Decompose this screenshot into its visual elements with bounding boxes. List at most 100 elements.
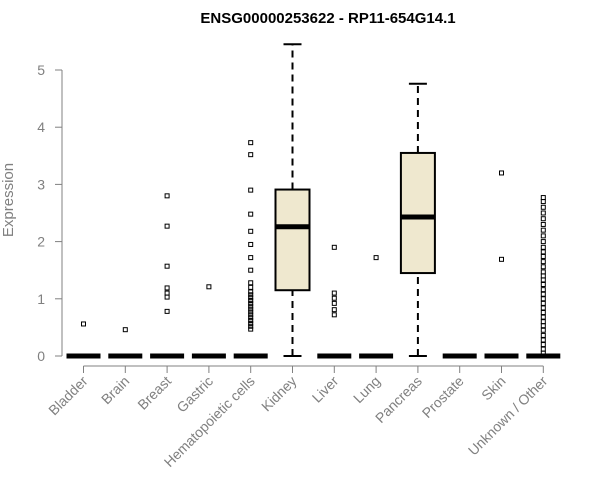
chart-title: ENSG00000253622 - RP11-654G14.1 [200, 10, 455, 27]
outlier-point [540, 199, 546, 205]
outlier-point [164, 308, 170, 314]
x-tick-label: Lung [350, 373, 383, 406]
outlier-point [540, 277, 546, 283]
outlier-point [540, 216, 546, 222]
outlier-point [540, 346, 546, 352]
outlier-point [540, 210, 546, 216]
outlier-point [248, 228, 254, 234]
outlier-point [248, 292, 254, 298]
box-iqr [274, 188, 311, 292]
outlier-point [248, 326, 254, 332]
x-tick-label: Bladder [45, 373, 91, 419]
outlier-point [248, 320, 254, 326]
outlier-point [248, 295, 254, 301]
outlier-point [248, 300, 254, 306]
outlier-point [81, 321, 86, 327]
outlier-point [331, 244, 337, 250]
outlier-point [331, 300, 337, 306]
y-tick-label: 3 [37, 176, 45, 192]
box-group [484, 170, 519, 359]
outlier-point [248, 255, 254, 261]
outlier-point [540, 337, 546, 343]
outlier-point [540, 332, 546, 338]
outlier-point [540, 300, 546, 306]
outlier-point [248, 315, 254, 321]
outlier-point [540, 195, 546, 201]
outlier-point [122, 327, 128, 333]
outlier-point [540, 319, 546, 325]
x-tick-label: Prostate [419, 373, 467, 421]
outlier-point [164, 285, 170, 291]
outlier-point [248, 298, 254, 304]
outlier-point [540, 233, 546, 239]
outlier-point [248, 211, 254, 217]
x-tick-label: Kidney [258, 373, 300, 415]
outlier-point [248, 318, 254, 324]
outlier-point [540, 227, 546, 233]
box-group [66, 321, 101, 359]
x-tick-label: Skin [478, 373, 509, 404]
box-group [233, 140, 268, 359]
box-group [150, 193, 185, 359]
outlier-point [331, 295, 337, 301]
outlier-point [540, 249, 546, 255]
outlier-point [164, 223, 170, 229]
y-tick-label: 4 [37, 119, 45, 135]
outlier-point [331, 307, 337, 313]
x-tick-label: Breast [134, 373, 174, 413]
y-axis: 0 1 2 3 4 5 [37, 62, 63, 364]
outlier-point [540, 253, 546, 259]
box-group [526, 195, 561, 359]
outlier-point [164, 193, 170, 199]
box-group [399, 82, 436, 357]
outlier-point [540, 273, 546, 279]
y-tick-label: 5 [37, 62, 45, 78]
outlier-point [540, 259, 546, 265]
outlier-point [373, 255, 379, 261]
outlier-point [248, 306, 254, 312]
outlier-point [499, 256, 504, 262]
y-tick-label: 0 [37, 348, 45, 364]
outlier-point [540, 296, 546, 302]
outlier-point [540, 204, 546, 210]
outlier-point [540, 282, 546, 287]
outlier-point [540, 244, 546, 250]
outlier-point [164, 263, 170, 269]
box-iqr [399, 151, 436, 275]
box-group [317, 244, 352, 359]
outlier-point [540, 305, 546, 311]
box-group [191, 284, 226, 359]
x-tick-label: Brain [98, 373, 132, 407]
outlier-point [248, 280, 254, 286]
outlier-point [540, 323, 546, 329]
x-tick-label: Unknown / Other [465, 373, 551, 459]
outlier-point [540, 287, 546, 293]
y-tick-label: 2 [37, 234, 45, 250]
outlier-point [331, 312, 337, 318]
outlier-point [540, 239, 546, 245]
outlier-point [248, 323, 254, 329]
outlier-point [331, 290, 337, 296]
outlier-point [248, 140, 254, 146]
outlier-point [540, 291, 546, 297]
outlier-point [540, 269, 546, 275]
outlier-point [248, 152, 254, 158]
outlier-point [540, 342, 546, 348]
outlier-point [499, 170, 504, 176]
box-group [108, 327, 143, 359]
plot-area [66, 43, 561, 359]
x-tick-label: Liver [309, 373, 342, 406]
box-group [359, 255, 394, 359]
outlier-point [248, 289, 254, 295]
outlier-point [540, 314, 546, 320]
outlier-point [248, 309, 254, 315]
outlier-point [248, 267, 254, 273]
outlier-point [248, 241, 254, 247]
outlier-point [206, 284, 212, 290]
outlier-point [540, 264, 546, 270]
box-group [274, 43, 311, 357]
outlier-point [248, 312, 254, 318]
outlier-point [540, 221, 546, 227]
